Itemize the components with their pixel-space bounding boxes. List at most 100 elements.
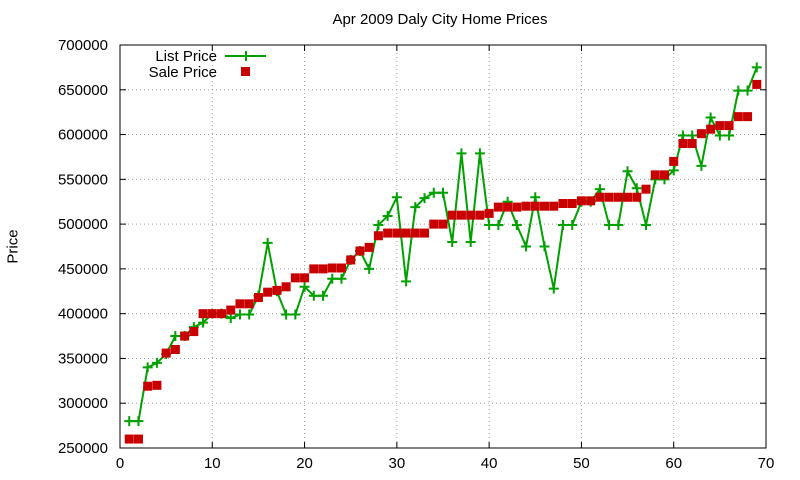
list-price-point xyxy=(604,220,615,231)
legend-list-price-label: List Price xyxy=(155,48,217,65)
sale-price-point xyxy=(549,201,559,211)
list-price-point xyxy=(391,192,402,203)
list-price-point xyxy=(299,281,310,292)
list-price-point xyxy=(438,187,448,198)
list-price-point xyxy=(465,237,476,248)
sale-price-point xyxy=(595,192,605,202)
sale-price-point xyxy=(263,287,273,297)
sale-price-point xyxy=(429,219,439,229)
x-tick-label: 60 xyxy=(665,455,682,472)
sale-price-point xyxy=(743,112,753,122)
sale-price-point xyxy=(447,210,457,220)
list-price-point xyxy=(641,220,652,231)
sale-price-point xyxy=(706,124,716,134)
list-price-point xyxy=(724,130,735,141)
sale-price-point xyxy=(752,79,762,89)
sale-price-point xyxy=(567,199,577,209)
sale-price-point xyxy=(383,228,393,238)
sale-price-point xyxy=(659,170,669,180)
sale-price-point xyxy=(364,242,374,252)
sale-price-point xyxy=(170,344,180,354)
sale-price-point xyxy=(281,282,291,292)
list-price-point xyxy=(613,220,624,231)
y-tick-label: 600000 xyxy=(58,127,108,144)
grid-lines xyxy=(120,45,766,448)
sale-price-point xyxy=(456,210,466,220)
y-tick-label: 700000 xyxy=(58,37,108,54)
list-price-point xyxy=(447,237,458,248)
sale-price-point xyxy=(152,380,162,390)
legend-list-price-marker xyxy=(241,51,251,61)
sale-price-point xyxy=(586,196,596,206)
list-price-point xyxy=(419,193,430,204)
sale-price-point xyxy=(733,112,743,122)
sale-price-point xyxy=(576,196,586,206)
y-tick-label: 300000 xyxy=(58,395,108,412)
sale-price-point xyxy=(512,202,522,212)
sale-price-series xyxy=(124,79,762,444)
list-price-point xyxy=(124,416,135,427)
list-price-point xyxy=(410,202,421,213)
sale-price-point xyxy=(327,263,337,273)
sale-price-point xyxy=(558,199,568,209)
list-price-point xyxy=(318,290,329,301)
y-tick-label: 400000 xyxy=(58,306,108,323)
x-tick-label: 0 xyxy=(116,455,124,472)
sale-price-point xyxy=(318,264,328,274)
sale-price-point xyxy=(336,263,346,273)
legend: List Price Sale Price xyxy=(149,48,266,81)
sale-price-point xyxy=(604,192,614,202)
axis-ticks xyxy=(119,44,767,449)
sale-price-point xyxy=(669,156,679,166)
list-price-point xyxy=(557,220,568,231)
list-price-point xyxy=(198,317,209,328)
y-tick-labels: 250000 300000 350000 400000 450000 500000 5500… xyxy=(58,37,108,457)
list-price-point xyxy=(474,148,485,159)
list-price-point xyxy=(511,220,522,231)
list-price-point xyxy=(336,273,347,284)
plot-frame xyxy=(119,44,767,449)
list-price-point xyxy=(308,290,319,301)
list-price-point xyxy=(530,192,541,203)
list-price-point xyxy=(493,220,504,231)
sale-price-point xyxy=(272,285,282,295)
sale-price-point xyxy=(180,331,190,341)
sale-price-point xyxy=(632,192,642,202)
sale-price-point xyxy=(133,434,143,444)
list-price-line xyxy=(129,67,758,423)
list-price-point xyxy=(401,276,412,287)
sale-price-point xyxy=(373,231,383,241)
sale-price-point xyxy=(475,210,485,220)
sale-price-point xyxy=(438,219,448,229)
list-price-point xyxy=(327,273,338,284)
x-tick-labels: 0 10 20 30 40 50 60 70 xyxy=(116,455,775,472)
sale-price-point xyxy=(217,309,227,319)
y-tick-label: 250000 xyxy=(58,440,108,457)
sale-price-point xyxy=(687,139,697,149)
x-tick-label: 30 xyxy=(389,455,406,472)
x-tick-label: 10 xyxy=(204,455,221,472)
sale-price-point xyxy=(641,184,651,194)
sale-price-point xyxy=(226,305,236,315)
legend-sale-price-label: Sale Price xyxy=(149,64,217,81)
list-price-point xyxy=(364,263,375,274)
sale-price-point xyxy=(484,208,494,218)
list-price-point xyxy=(133,416,144,427)
x-tick-label: 50 xyxy=(573,455,590,472)
list-price-point xyxy=(567,220,578,231)
sale-price-point xyxy=(392,228,402,238)
sale-price-point xyxy=(521,201,531,211)
sale-price-point xyxy=(503,202,513,212)
sale-price-point xyxy=(715,121,725,131)
list-price-point xyxy=(281,309,292,320)
list-price-series xyxy=(124,62,762,427)
list-price-point xyxy=(225,313,236,324)
list-price-point xyxy=(234,309,245,320)
sale-price-point xyxy=(466,210,476,220)
sale-price-point xyxy=(401,228,411,238)
sale-price-point xyxy=(300,273,310,283)
x-tick-label: 70 xyxy=(758,455,775,472)
list-price-point xyxy=(262,237,273,248)
x-tick-label: 20 xyxy=(296,455,313,472)
